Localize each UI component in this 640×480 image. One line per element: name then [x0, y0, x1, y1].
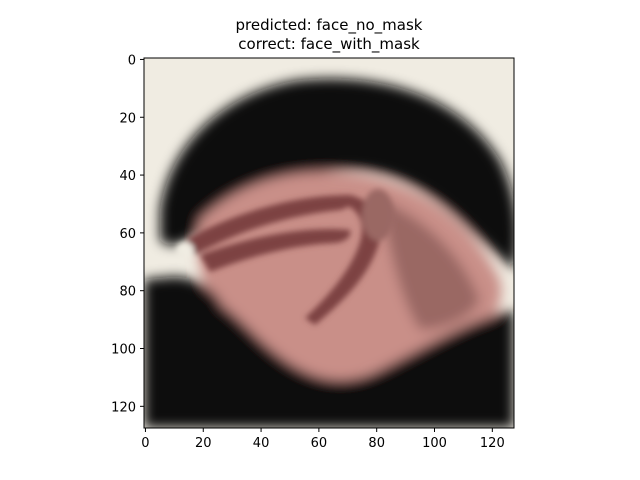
ear-shape	[362, 189, 394, 241]
face-shadow	[380, 200, 480, 330]
y-axis: 0 20 40 60 80 100 120	[111, 53, 144, 415]
x-tick-label: 100	[422, 436, 447, 451]
light-spot	[176, 242, 194, 258]
axes-frame	[143, 57, 515, 429]
x-tick-label: 20	[195, 436, 212, 451]
x-tick-label: 80	[368, 436, 385, 451]
mask-strap	[305, 195, 381, 325]
image-panel	[144, 58, 514, 428]
y-tick-label: 40	[119, 169, 136, 184]
clothing-shape	[144, 278, 514, 428]
chart-title: predicted: face_no_mask correct: face_wi…	[236, 16, 423, 54]
x-tick-label: 40	[253, 436, 270, 451]
left-dark-region	[144, 276, 240, 428]
y-tick-label: 20	[119, 111, 136, 126]
mask-band-upper	[185, 195, 352, 255]
x-axis: 0 20 40 60 80 100 120	[141, 428, 505, 451]
mask-band-lower	[200, 229, 351, 272]
x-tick-label: 60	[311, 436, 328, 451]
x-tick-label: 0	[141, 436, 149, 451]
y-tick-label: 100	[111, 343, 136, 358]
title-line-predicted: predicted: face_no_mask	[236, 16, 423, 35]
x-tick-label: 120	[480, 436, 505, 451]
y-tick-label: 60	[119, 227, 136, 242]
y-tick-label: 120	[111, 400, 136, 415]
y-tick-label: 80	[119, 285, 136, 300]
title-line-correct: correct: face_with_mask	[238, 35, 420, 54]
y-tick-label: 0	[128, 53, 136, 68]
hair-shape	[160, 78, 514, 270]
